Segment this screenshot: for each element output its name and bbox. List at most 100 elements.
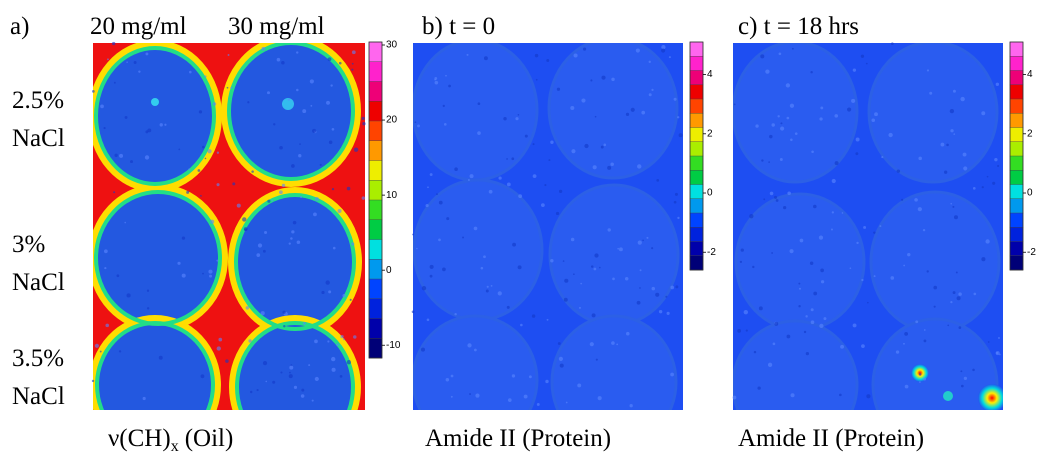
caption-main: Amide II (Protein) [425, 425, 611, 452]
speckle [789, 249, 794, 254]
speckle [164, 123, 167, 126]
speckle [888, 132, 893, 138]
speckle [749, 214, 754, 219]
row-label: 2.5% [12, 87, 64, 114]
speckle [278, 190, 283, 195]
speckle [922, 228, 926, 232]
speckle [811, 150, 814, 154]
speckle [442, 104, 445, 108]
speckle [661, 45, 666, 50]
speckle [288, 242, 291, 245]
speckle [94, 343, 99, 348]
speckle [546, 59, 550, 62]
speckle [327, 57, 332, 62]
speckle [216, 183, 220, 187]
caption: Amide II (Protein) [425, 425, 611, 452]
speckle [952, 291, 956, 295]
colorbar-step [1009, 241, 1024, 257]
speckle [314, 196, 319, 201]
speckle [342, 293, 346, 298]
speckle [737, 329, 742, 333]
panel-label: a) [10, 13, 29, 40]
speckle [351, 68, 354, 71]
speckle [103, 249, 108, 254]
speckle [512, 242, 516, 247]
speckle [785, 83, 791, 88]
speckle [425, 203, 429, 208]
speckle [823, 317, 827, 321]
speckle [124, 116, 128, 119]
speckle [846, 107, 852, 112]
speckle [570, 237, 575, 242]
speckle [919, 381, 921, 383]
speckle [914, 198, 918, 202]
speckle [511, 157, 515, 161]
speckle [855, 137, 860, 142]
speckle [467, 343, 472, 348]
speckle [813, 204, 817, 209]
speckle [429, 274, 433, 278]
speckle [761, 159, 764, 162]
speckle [283, 324, 286, 328]
colorbar-step [368, 101, 383, 122]
speckle [331, 188, 335, 191]
speckle [523, 394, 528, 399]
colorbar-step [689, 41, 704, 57]
speckle [296, 51, 299, 54]
speckle [661, 48, 666, 53]
speckle [635, 48, 640, 53]
speckle [866, 394, 871, 399]
speckle [113, 191, 116, 194]
speckle [601, 75, 606, 80]
speckle [600, 145, 604, 149]
speckle [573, 53, 578, 58]
speckle [291, 164, 295, 168]
speckle [351, 50, 356, 55]
speckle [790, 138, 793, 142]
colorbar-step [368, 298, 383, 319]
speckle [216, 151, 220, 154]
speckle [438, 238, 441, 242]
speckle [578, 306, 581, 309]
speckle [353, 335, 357, 339]
speckle [642, 239, 644, 242]
speckle [434, 77, 438, 80]
speckle [276, 57, 281, 62]
speckle [298, 154, 302, 158]
speckle [416, 247, 418, 250]
speckle [498, 176, 502, 180]
colorbar-step [689, 241, 704, 257]
speckle [557, 342, 561, 345]
speckle [758, 306, 763, 311]
speckle [625, 112, 630, 116]
colorbar-step [1009, 170, 1024, 186]
speckle [118, 350, 122, 353]
colorbar-step [1009, 127, 1024, 143]
speckle [949, 108, 955, 114]
speckle [256, 389, 259, 392]
speckle [972, 368, 975, 372]
speckle [732, 395, 737, 400]
colorbar-step [689, 84, 704, 100]
speckle [506, 305, 510, 309]
speckle [158, 355, 163, 360]
speckle [981, 186, 984, 189]
colorbar-step [368, 199, 383, 221]
speckle [648, 60, 651, 64]
speckle [820, 280, 825, 284]
speckle [860, 54, 865, 58]
speckle [581, 98, 586, 103]
colorbar-tick-label: 0 [386, 265, 392, 276]
speckle [555, 211, 560, 216]
speckle [743, 309, 749, 315]
speckle [200, 194, 202, 197]
colorbar-step [689, 212, 704, 228]
speckle [739, 260, 743, 263]
speckle [768, 161, 770, 163]
speckle [813, 291, 818, 296]
speckle [145, 52, 149, 56]
speckle [126, 61, 128, 63]
speckle [590, 265, 594, 268]
speckle [874, 112, 878, 117]
speckle [178, 148, 181, 151]
